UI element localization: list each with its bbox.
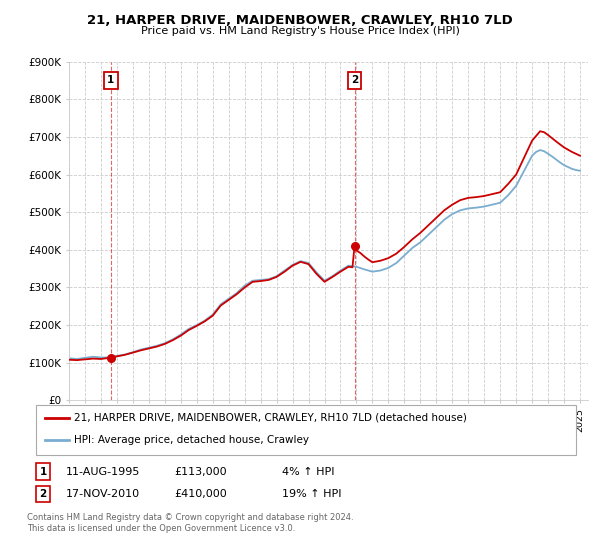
- Text: This data is licensed under the Open Government Licence v3.0.: This data is licensed under the Open Gov…: [27, 524, 295, 533]
- Text: 21, HARPER DRIVE, MAIDENBOWER, CRAWLEY, RH10 7LD: 21, HARPER DRIVE, MAIDENBOWER, CRAWLEY, …: [87, 14, 513, 27]
- Text: 11-AUG-1995: 11-AUG-1995: [66, 466, 140, 477]
- Text: 2: 2: [40, 489, 47, 499]
- Text: Contains HM Land Registry data © Crown copyright and database right 2024.: Contains HM Land Registry data © Crown c…: [27, 513, 353, 522]
- Text: 2: 2: [351, 76, 358, 86]
- Text: 4% ↑ HPI: 4% ↑ HPI: [282, 466, 335, 477]
- Text: £410,000: £410,000: [174, 489, 227, 499]
- Text: HPI: Average price, detached house, Crawley: HPI: Average price, detached house, Craw…: [74, 435, 309, 445]
- Text: 19% ↑ HPI: 19% ↑ HPI: [282, 489, 341, 499]
- Text: 17-NOV-2010: 17-NOV-2010: [66, 489, 140, 499]
- Text: 1: 1: [107, 76, 115, 86]
- Text: 1: 1: [40, 466, 47, 477]
- Text: Price paid vs. HM Land Registry's House Price Index (HPI): Price paid vs. HM Land Registry's House …: [140, 26, 460, 36]
- Text: £113,000: £113,000: [174, 466, 227, 477]
- Text: 21, HARPER DRIVE, MAIDENBOWER, CRAWLEY, RH10 7LD (detached house): 21, HARPER DRIVE, MAIDENBOWER, CRAWLEY, …: [74, 413, 467, 423]
